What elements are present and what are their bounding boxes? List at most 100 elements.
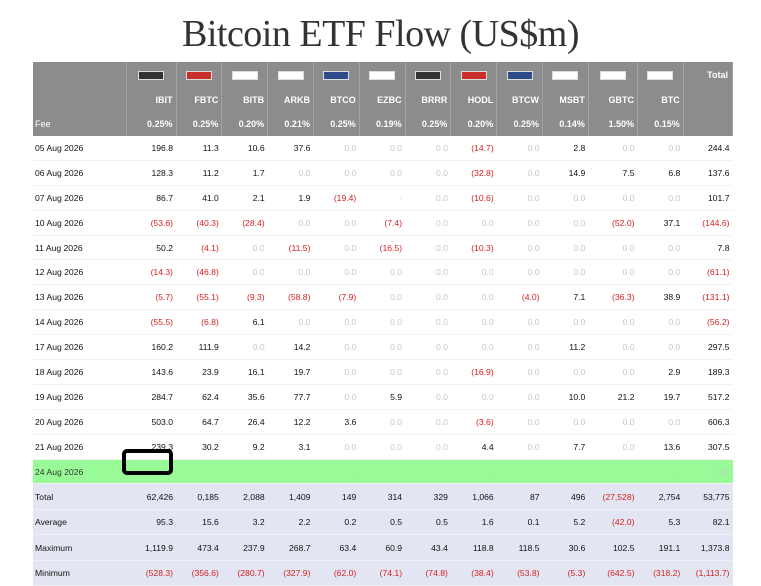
flow-value-cell: 0.0: [637, 136, 684, 161]
vaneck-logo: [460, 71, 487, 81]
flow-value-cell: 0.0: [542, 409, 589, 435]
flow-value-cell: 0.0: [496, 309, 543, 336]
fee-value: 0.25%: [126, 112, 177, 136]
flow-value-cell: 239.3: [126, 434, 177, 460]
flow-value-cell: 0.0: [637, 309, 684, 336]
summary-value-cell: (356.6): [176, 560, 222, 586]
summary-value-cell: 1,066: [450, 483, 497, 510]
summary-value-cell: 5.2: [542, 509, 589, 536]
logo-corner-cell: [33, 62, 128, 88]
table-row: 10 Aug 2026 (53.6) (40.3) (28.4) 0.0 0.0 (7.4)…: [33, 210, 733, 236]
flow-value-cell: 64.7: [176, 409, 222, 435]
flow-value-cell: 30.2: [176, 434, 222, 460]
flow-value-cell: 7.7: [542, 434, 589, 460]
etf-flow-table-container: Total IBIT FBTC BITB ARKB BTCO EZBC BRRR HODL BT…: [33, 62, 734, 586]
flow-value-cell: 0.0: [359, 160, 406, 186]
issuer-logo-cell: [496, 62, 544, 88]
flow-value-cell: 0.0: [405, 384, 451, 410]
flow-value-cell: 0.0: [313, 235, 360, 261]
summary-value-cell: 2,088: [221, 483, 268, 510]
summary-value-cell: (528.3): [126, 560, 177, 586]
summary-value-cell: (27,528): [588, 483, 638, 510]
flow-value-cell: 0.0: [405, 334, 451, 361]
flow-value-cell: 143.6: [126, 359, 177, 385]
row-total-cell: 244.4: [683, 136, 733, 161]
flow-value-cell: 0.0: [221, 259, 268, 286]
flow-value-cell: 7.1: [542, 284, 589, 311]
flow-value-cell: 0.0: [405, 259, 451, 286]
issuer-logo-cell: [313, 62, 360, 88]
flow-value-cell: (4.0): [496, 284, 543, 311]
ticker-header-bitb: BITB: [221, 88, 269, 112]
flow-value-cell: 0.0: [313, 334, 360, 361]
flow-value-cell: 4.4: [450, 434, 497, 460]
flow-value-cell: 19.7: [637, 384, 684, 410]
summary-label: Total: [33, 483, 127, 510]
flow-value-cell: 1.7: [221, 160, 268, 186]
flow-value-cell: 0.0: [221, 235, 268, 261]
summary-value-cell: 2.2: [267, 509, 314, 536]
flow-value-cell: (52.0): [588, 210, 638, 236]
flow-value-cell: 0.0: [637, 235, 684, 261]
flow-value-cell: (19.4): [313, 185, 360, 211]
ticker-corner-cell: [33, 88, 128, 112]
issuer-logo-row: Total: [33, 62, 734, 88]
summary-row-minimum: Minimum (528.3) (356.6) (280.7) (327.9) (62.0…: [33, 560, 733, 586]
date-cell: 05 Aug 2026: [33, 136, 127, 161]
row-total-cell: 137.6: [683, 160, 733, 186]
flow-value-cell: 0.0: [450, 384, 497, 410]
summary-value-cell: 237.9: [221, 534, 268, 561]
fee-value: 1.50%: [588, 112, 638, 136]
flow-value-cell: (9.3): [221, 284, 268, 311]
summary-value-cell: 268.7: [267, 534, 314, 561]
flow-value-cell: 128.3: [126, 160, 177, 186]
flow-value-cell: 0.0: [450, 210, 497, 236]
flow-value-cell: 14.2: [267, 334, 314, 361]
flow-value-cell: 0.0: [313, 160, 360, 186]
flow-value-cell: (58.8): [267, 284, 314, 311]
issuer-logo-cell: [588, 62, 638, 88]
flow-value-cell: 0.0: [450, 309, 497, 336]
flow-value-cell: 0.0: [542, 359, 589, 385]
flow-value-cell: 0.0: [542, 259, 589, 286]
flow-value-cell: -: [176, 459, 222, 485]
summary-total-cell: (1,113.7): [683, 560, 733, 586]
fee-value: 0.25%: [313, 112, 360, 136]
issuer-logo-cell: [450, 62, 498, 88]
flow-value-cell: 3.1: [267, 434, 314, 460]
fee-value: 0.25%: [405, 112, 452, 136]
flow-value-cell: 0.0: [405, 185, 451, 211]
ticker-header-fbtc: FBTC: [176, 88, 223, 112]
flow-value-cell: 6.1: [221, 309, 268, 336]
fee-value: 0.15%: [637, 112, 684, 136]
ticker-header-btco: BTCO: [313, 88, 360, 112]
flow-value-cell: 0.0: [637, 259, 684, 286]
row-total-cell: 101.7: [683, 185, 733, 211]
flow-value-cell: 0.0: [450, 284, 497, 311]
flow-value-cell: 0.0: [496, 359, 543, 385]
flow-value-cell: 0.0: [405, 210, 451, 236]
ticker-total-cell: [683, 88, 734, 112]
summary-value-cell: 60.9: [359, 534, 406, 561]
flow-value-cell: 0.0: [542, 210, 589, 236]
flow-value-cell: 14.9: [542, 160, 589, 186]
summary-value-cell: (42.0): [588, 509, 638, 536]
flow-value-cell: 5.9: [359, 384, 406, 410]
flow-value-cell: 0.0: [588, 185, 638, 211]
flow-value-cell: 0.0: [588, 235, 638, 261]
flow-value-cell: (16.5): [359, 235, 406, 261]
flow-value-cell: 11.2: [176, 160, 222, 186]
summary-value-cell: 0.5: [405, 509, 451, 536]
ticker-header-arkb: ARKB: [267, 88, 314, 112]
summary-value-cell: 496: [542, 483, 589, 510]
summary-value-cell: 473.4: [176, 534, 222, 561]
flow-value-cell: 0.0: [496, 136, 543, 161]
table-row: 19 Aug 2026 284.7 62.4 35.6 77.7 0.0 5.9 0.0 0.0…: [33, 384, 733, 410]
summary-value-cell: (74.1): [359, 560, 406, 586]
summary-value-cell: 118.5: [496, 534, 543, 561]
fee-value: 0.21%: [267, 112, 314, 136]
table-row: 12 Aug 2026 (14.3) (46.8) 0.0 0.0 0.0 0.0 0.0 0.…: [33, 259, 733, 286]
flow-value-cell: 0.0: [637, 185, 684, 211]
ticker-header-brrr: BRRR: [405, 88, 452, 112]
flow-value-cell: 11.2: [542, 334, 589, 361]
